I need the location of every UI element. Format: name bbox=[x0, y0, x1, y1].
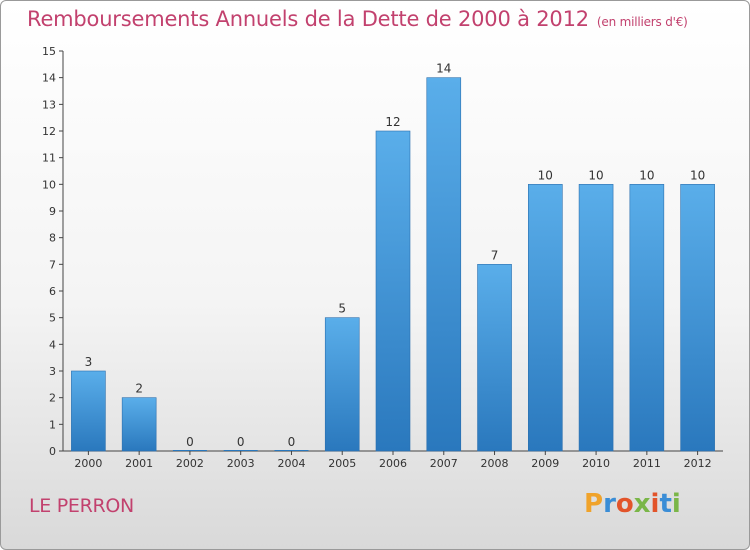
y-tick-label: 2 bbox=[49, 392, 56, 405]
bar bbox=[172, 450, 207, 451]
commune-name: LE PERRON bbox=[29, 495, 134, 517]
x-tick-label: 2007 bbox=[430, 457, 458, 470]
bar bbox=[223, 450, 258, 451]
data-label: 12 bbox=[385, 115, 400, 129]
data-label: 10 bbox=[588, 168, 603, 182]
y-tick-label: 15 bbox=[42, 45, 56, 58]
x-tick-label: 2004 bbox=[277, 457, 305, 470]
y-tick-label: 6 bbox=[49, 285, 56, 298]
y-tick-label: 5 bbox=[49, 312, 56, 325]
bar bbox=[477, 264, 512, 452]
y-tick-label: 10 bbox=[42, 178, 56, 191]
logo-letter: i bbox=[650, 489, 660, 519]
data-label: 0 bbox=[237, 435, 245, 449]
chart-unit-note: (en milliers d'€) bbox=[596, 15, 688, 29]
bar bbox=[528, 184, 563, 452]
y-tick-label: 4 bbox=[49, 338, 56, 351]
logo-letter: i bbox=[671, 489, 681, 519]
proxiti-logo: Proxiti bbox=[584, 489, 681, 519]
x-tick-label: 2001 bbox=[125, 457, 153, 470]
data-label: 14 bbox=[436, 62, 451, 76]
data-label: 2 bbox=[135, 382, 143, 396]
y-tick-label: 3 bbox=[49, 365, 56, 378]
logo-letter: x bbox=[633, 489, 651, 519]
data-label: 10 bbox=[639, 168, 654, 182]
bar bbox=[426, 77, 462, 452]
y-tick-label: 14 bbox=[42, 72, 56, 85]
chart-title: Remboursements Annuels de la Dette de 20… bbox=[27, 7, 688, 31]
x-tick-label: 2006 bbox=[379, 457, 407, 470]
x-tick-label: 2011 bbox=[633, 457, 661, 470]
y-tick-label: 7 bbox=[49, 258, 56, 271]
chart-title-text: Remboursements Annuels de la Dette de 20… bbox=[27, 7, 589, 31]
x-tick-label: 2008 bbox=[481, 457, 509, 470]
bar bbox=[629, 184, 665, 452]
data-label: 5 bbox=[338, 302, 346, 316]
y-tick-label: 0 bbox=[49, 445, 56, 458]
bar bbox=[324, 317, 360, 452]
logo-letter: t bbox=[659, 489, 672, 519]
y-tick-label: 1 bbox=[49, 418, 56, 431]
y-tick-label: 11 bbox=[42, 152, 56, 165]
x-tick-label: 2002 bbox=[176, 457, 204, 470]
bar bbox=[578, 184, 614, 452]
data-label: 7 bbox=[491, 248, 499, 262]
x-tick-label: 2000 bbox=[74, 457, 102, 470]
data-label: 10 bbox=[690, 168, 705, 182]
logo-letter: o bbox=[615, 489, 634, 519]
logo-letter: r bbox=[603, 489, 616, 519]
data-label: 10 bbox=[538, 168, 553, 182]
logo-letter: P bbox=[584, 489, 604, 519]
x-tick-label: 2012 bbox=[684, 457, 712, 470]
x-tick-label: 2009 bbox=[531, 457, 559, 470]
data-label: 0 bbox=[288, 435, 296, 449]
x-tick-label: 2003 bbox=[227, 457, 255, 470]
bar bbox=[71, 370, 106, 452]
data-label: 3 bbox=[85, 355, 93, 369]
y-tick-label: 9 bbox=[49, 205, 56, 218]
bar bbox=[121, 397, 157, 452]
bar bbox=[375, 130, 411, 452]
y-tick-label: 13 bbox=[42, 98, 56, 111]
bar bbox=[680, 184, 715, 452]
bar bbox=[274, 450, 309, 451]
x-tick-label: 2005 bbox=[328, 457, 356, 470]
y-tick-label: 12 bbox=[42, 125, 56, 138]
x-tick-label: 2010 bbox=[582, 457, 610, 470]
data-label: 0 bbox=[186, 435, 194, 449]
y-tick-label: 8 bbox=[49, 232, 56, 245]
